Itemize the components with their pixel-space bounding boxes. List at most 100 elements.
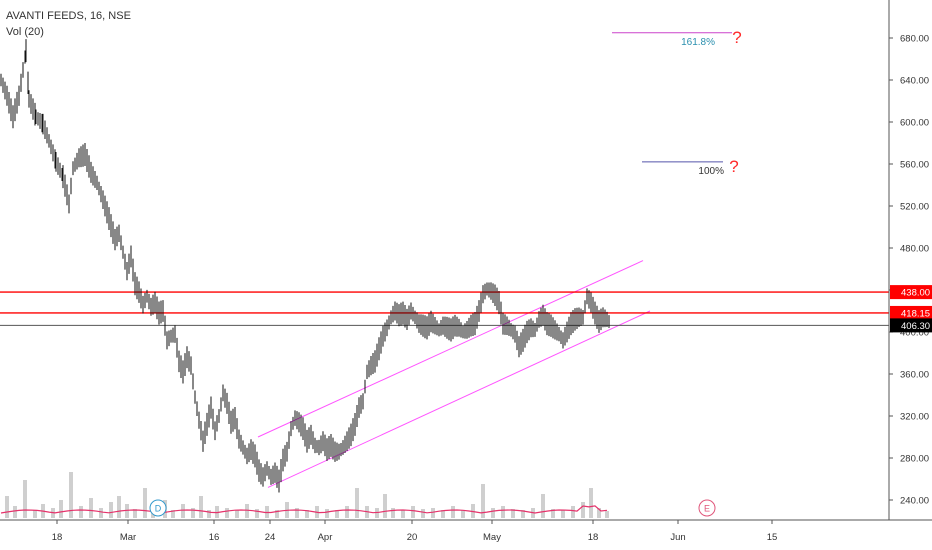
x-tick-label: 24 xyxy=(265,532,276,543)
x-tick-label: Jun xyxy=(670,532,685,543)
volume-bar xyxy=(325,509,329,518)
volume-bar xyxy=(99,508,103,518)
price-label-box xyxy=(890,285,932,300)
volume-bar xyxy=(79,506,83,518)
price-label-text: 406.30 xyxy=(901,321,930,332)
volume-bar xyxy=(125,504,129,518)
y-tick-label: 280.00 xyxy=(900,454,929,465)
event-marker-circle xyxy=(698,499,716,517)
time-axis[interactable]: 18 Mar 16 24 Apr 20 May 18 Jun 15 xyxy=(0,519,932,543)
volume-bar xyxy=(605,511,609,518)
volume-bar xyxy=(255,509,259,518)
volume-bar xyxy=(431,508,435,518)
chart-legend: AVANTI FEEDS, 16, NSE Vol (20) xyxy=(6,8,131,40)
volume-bar xyxy=(597,508,601,518)
volume-bar xyxy=(33,510,37,518)
channel-lower-line xyxy=(267,310,651,488)
volume-bar xyxy=(181,504,185,518)
volume-bar xyxy=(295,508,299,518)
price-label-text: 418.15 xyxy=(901,308,930,319)
volume-bar xyxy=(275,510,279,518)
volume-bar xyxy=(441,510,445,518)
question-mark: ? xyxy=(732,28,741,47)
volume-bar xyxy=(581,502,585,518)
volume-bar xyxy=(541,494,545,518)
volume-ma-line xyxy=(0,505,608,514)
volume-bar xyxy=(69,472,73,518)
x-tick-label: 20 xyxy=(407,532,418,543)
y-tick-label: 600.00 xyxy=(900,118,929,129)
volume-bar xyxy=(59,500,63,518)
x-tick-label: 18 xyxy=(588,532,599,543)
volume-bar xyxy=(461,510,465,518)
channel-upper-line xyxy=(257,260,644,438)
x-tick-label: 18 xyxy=(52,532,63,543)
question-mark: ? xyxy=(729,157,738,176)
y-tick-label: 560.00 xyxy=(900,160,929,171)
event-marker-text: E xyxy=(704,504,710,514)
volume-bar xyxy=(551,509,555,518)
trend-channel xyxy=(257,260,651,488)
y-tick-label: 400.00 xyxy=(900,328,929,339)
volume-bar xyxy=(235,510,239,518)
event-marker-circle xyxy=(149,499,167,517)
chart-title: AVANTI FEEDS, 16, NSE xyxy=(6,10,131,22)
fib-extension-levels: 161.8% ? 100%? xyxy=(612,28,742,177)
volume-bar xyxy=(451,506,455,518)
volume-bar xyxy=(89,498,93,518)
volume-bar xyxy=(5,496,9,518)
price-label-text: 438.00 xyxy=(901,288,930,299)
volume-bar xyxy=(355,488,359,518)
volume-bar xyxy=(245,504,249,518)
price-series xyxy=(0,39,610,493)
fib-level-label: 161.8% xyxy=(681,37,715,48)
y-tick-label: 320.00 xyxy=(900,412,929,423)
volume-bar xyxy=(13,506,17,518)
volume-bar xyxy=(521,510,525,518)
y-tick-label: 680.00 xyxy=(900,34,929,45)
volume-bar xyxy=(207,510,211,518)
volume-indicator-label[interactable]: Vol (20) xyxy=(6,26,44,38)
volume-bar xyxy=(391,508,395,518)
volume-bar xyxy=(571,506,575,518)
volume-bar xyxy=(335,510,339,518)
y-tick-label: 480.00 xyxy=(900,244,929,255)
y-tick-label: 240.00 xyxy=(900,496,929,507)
volume-bar xyxy=(383,494,387,518)
volume-bar xyxy=(511,509,515,518)
volume-bar xyxy=(589,488,593,518)
volume-bar xyxy=(561,510,565,518)
volume-bar xyxy=(23,480,27,518)
volume-bar xyxy=(109,502,113,518)
volume-bars xyxy=(0,472,609,518)
y-tick-label: 360.00 xyxy=(900,370,929,381)
volume-bar xyxy=(117,496,121,518)
volume-bar xyxy=(143,488,147,518)
y-tick-label: 520.00 xyxy=(900,202,929,213)
volume-bar xyxy=(481,484,485,518)
price-label-box xyxy=(890,305,932,320)
volume-bar xyxy=(421,509,425,518)
volume-bar xyxy=(491,508,495,518)
x-tick-label: Apr xyxy=(318,532,333,543)
price-axis[interactable]: 680.00640.00600.00560.00520.00480.00440.… xyxy=(888,0,932,550)
x-tick-label: May xyxy=(483,532,501,543)
y-tick-label: 640.00 xyxy=(900,76,929,87)
volume-bar xyxy=(501,506,505,518)
volume-bar xyxy=(411,506,415,518)
volume-bar xyxy=(191,508,195,518)
volume-bar xyxy=(401,510,405,518)
volume-bar xyxy=(345,506,349,518)
volume-bar xyxy=(199,496,203,518)
price-axis-bg xyxy=(889,0,932,550)
volume-bar xyxy=(133,509,137,518)
x-tick-label: 16 xyxy=(209,532,220,543)
price-label-box xyxy=(890,318,932,333)
x-tick-label: 15 xyxy=(767,532,778,543)
volume-bar xyxy=(171,510,175,518)
volume-bar xyxy=(305,510,309,518)
x-tick-label: Mar xyxy=(120,532,136,543)
event-marker-text: D xyxy=(155,504,162,514)
